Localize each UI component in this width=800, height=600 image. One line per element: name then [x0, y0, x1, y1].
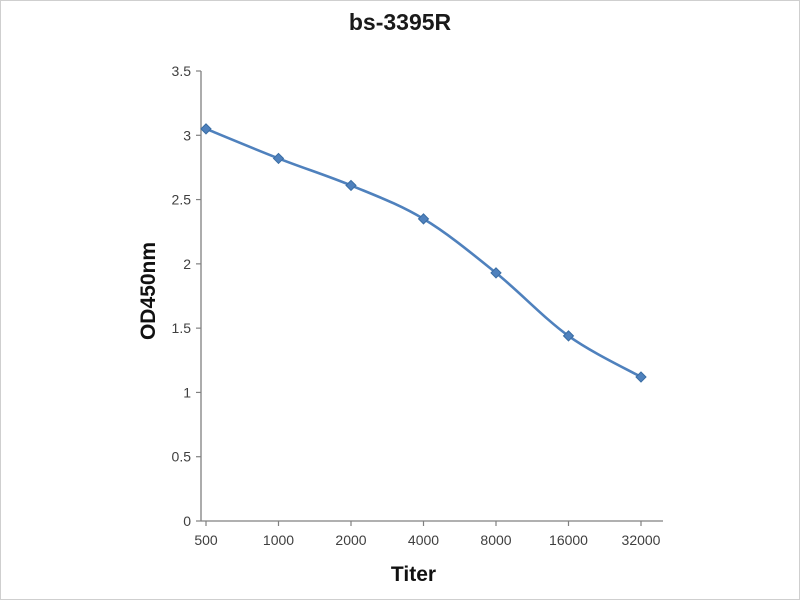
data-point-marker — [345, 179, 357, 192]
y-tick-label: 0 — [183, 513, 191, 529]
data-point-marker — [562, 330, 575, 342]
series-line — [204, 127, 643, 379]
data-point-marker — [200, 123, 212, 135]
x-tick-label: 8000 — [480, 532, 511, 548]
x-tick-label: 1000 — [263, 532, 294, 548]
y-tick-label: 0.5 — [172, 449, 192, 465]
data-point-marker — [417, 213, 430, 225]
data-point-marker — [635, 371, 647, 383]
y-tick-label: 2 — [183, 256, 191, 272]
x-tick-label: 4000 — [408, 532, 439, 548]
data-point-marker — [490, 267, 502, 279]
data-point-marker — [272, 152, 285, 165]
y-tick-label: 3 — [183, 127, 191, 143]
x-tick-label: 2000 — [335, 532, 366, 548]
chart-title: bs-3395R — [348, 9, 452, 35]
x-axis-label: Titer — [390, 563, 437, 586]
x-tick-label: 16000 — [549, 532, 588, 548]
y-tick-label: 1.5 — [172, 320, 192, 336]
x-tick-label: 32000 — [622, 532, 661, 548]
y-tick-label: 2.5 — [172, 192, 192, 208]
x-tick-label: 500 — [194, 532, 218, 548]
y-tick-label: 3.5 — [172, 63, 192, 79]
y-tick-label: 1 — [183, 384, 191, 400]
